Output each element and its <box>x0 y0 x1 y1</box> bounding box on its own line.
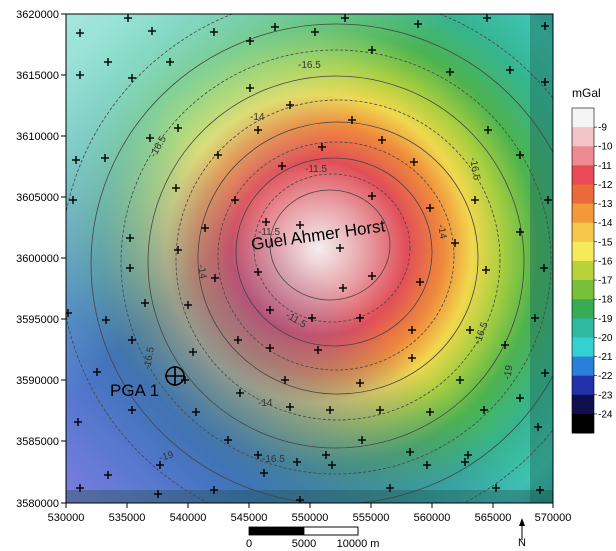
y-tick-label: 3595000 <box>16 314 59 326</box>
y-tick-label: 3615000 <box>16 70 59 82</box>
x-tick-label: 550000 <box>292 512 329 524</box>
legend-label: -9 <box>598 123 607 134</box>
color-legend: mGal -9 -10 -11 -12 -13 -14 -15 -16 -17 -18 -19 -20… <box>571 86 613 434</box>
legend-label: -15 <box>598 237 613 248</box>
x-tick-label: 540000 <box>170 512 207 524</box>
x-tick-label: 545000 <box>231 512 268 524</box>
legend-label: -19 <box>598 314 613 325</box>
scale-label: 5000 <box>292 538 316 550</box>
contour-lines <box>66 14 553 503</box>
legend-swatch <box>572 280 594 300</box>
legend-label: -12 <box>598 180 613 191</box>
x-tick-label: 555000 <box>353 512 390 524</box>
y-tick-label: 3605000 <box>16 192 59 204</box>
contour-label: -16.5 <box>467 157 482 182</box>
legend-label: -23 <box>598 390 613 401</box>
legend-swatch <box>572 394 594 415</box>
legend-label: -16 <box>598 256 613 267</box>
legend-label: -22 <box>598 371 613 382</box>
y-axis-labels: 3620000 3615000 3610000 3605000 3600000 … <box>16 9 59 510</box>
contour-label: -14 <box>195 264 208 281</box>
contour-label: -16.5 <box>298 60 321 71</box>
legend-label: -20 <box>598 333 613 344</box>
legend-label: -13 <box>598 199 613 210</box>
scale-label: 0 <box>246 538 252 550</box>
y-tick-label: 3610000 <box>16 131 59 143</box>
x-tick-label: 570000 <box>535 512 572 524</box>
scale-label: 10000 m <box>337 538 380 550</box>
contour-label: -16.5 <box>142 346 157 371</box>
contour-label: -11.5 <box>258 227 280 238</box>
north-label: N <box>518 537 526 549</box>
legend-swatch <box>572 146 594 166</box>
x-tick-label: 535000 <box>109 512 146 524</box>
legend-label: -21 <box>598 352 613 363</box>
legend-swatch <box>572 337 594 358</box>
legend-label: -17 <box>598 276 613 287</box>
legend-title: mGal <box>572 86 601 100</box>
y-tick-label: 3580000 <box>16 498 59 510</box>
contour-label: -11.5 <box>305 164 327 175</box>
legend-label: -10 <box>598 142 613 153</box>
legend-swatch <box>572 299 594 319</box>
legend-swatch <box>572 203 594 224</box>
contour-label: -19 <box>502 364 515 381</box>
legend-swatch <box>572 241 594 262</box>
axis-ticks <box>61 13 554 508</box>
y-tick-label: 3600000 <box>16 253 59 265</box>
legend-labels: -9 -10 -11 -12 -13 -14 -15 -16 -17 -18 -19 -20 -21 -2… <box>594 123 613 420</box>
legend-swatch <box>572 127 594 147</box>
legend-swatch <box>572 165 594 185</box>
legend-swatches <box>572 108 594 434</box>
contour-label: -16.5 <box>262 454 285 465</box>
legend-swatch <box>572 260 594 281</box>
x-axis-labels: 530000 535000 540000 545000 550000 55500… <box>48 512 572 524</box>
y-tick-label: 3590000 <box>16 375 59 387</box>
legend-swatch <box>572 222 594 243</box>
legend-label: -18 <box>598 295 613 306</box>
legend-label: -14 <box>598 218 613 229</box>
y-tick-label: 3620000 <box>16 9 59 21</box>
legend-swatch <box>572 413 594 434</box>
contour-label: -14 <box>435 224 448 241</box>
map-area: -16.5 -16.5 -16.5 -16.5 -16.5 -14 -14 -1… <box>66 14 553 503</box>
contour-label: -14 <box>250 112 265 123</box>
contour-label: -14 <box>258 398 273 409</box>
well-label: PGA 1 <box>110 381 159 400</box>
legend-label: -24 <box>598 409 613 420</box>
x-tick-label: 560000 <box>414 512 451 524</box>
legend-swatch <box>572 318 594 338</box>
contour-label: -19 <box>158 449 175 463</box>
legend-swatch <box>572 184 594 205</box>
north-arrow-icon: N <box>518 518 526 549</box>
scale-bar: 0 5000 10000 m <box>246 526 380 550</box>
y-tick-label: 3585000 <box>16 436 59 448</box>
legend-swatch <box>572 108 594 128</box>
legend-label: -11 <box>598 161 612 172</box>
legend-swatch <box>572 356 594 377</box>
legend-swatch <box>572 375 594 396</box>
well-marker-icon <box>165 366 185 386</box>
x-tick-label: 530000 <box>48 512 85 524</box>
x-tick-label: 565000 <box>475 512 512 524</box>
